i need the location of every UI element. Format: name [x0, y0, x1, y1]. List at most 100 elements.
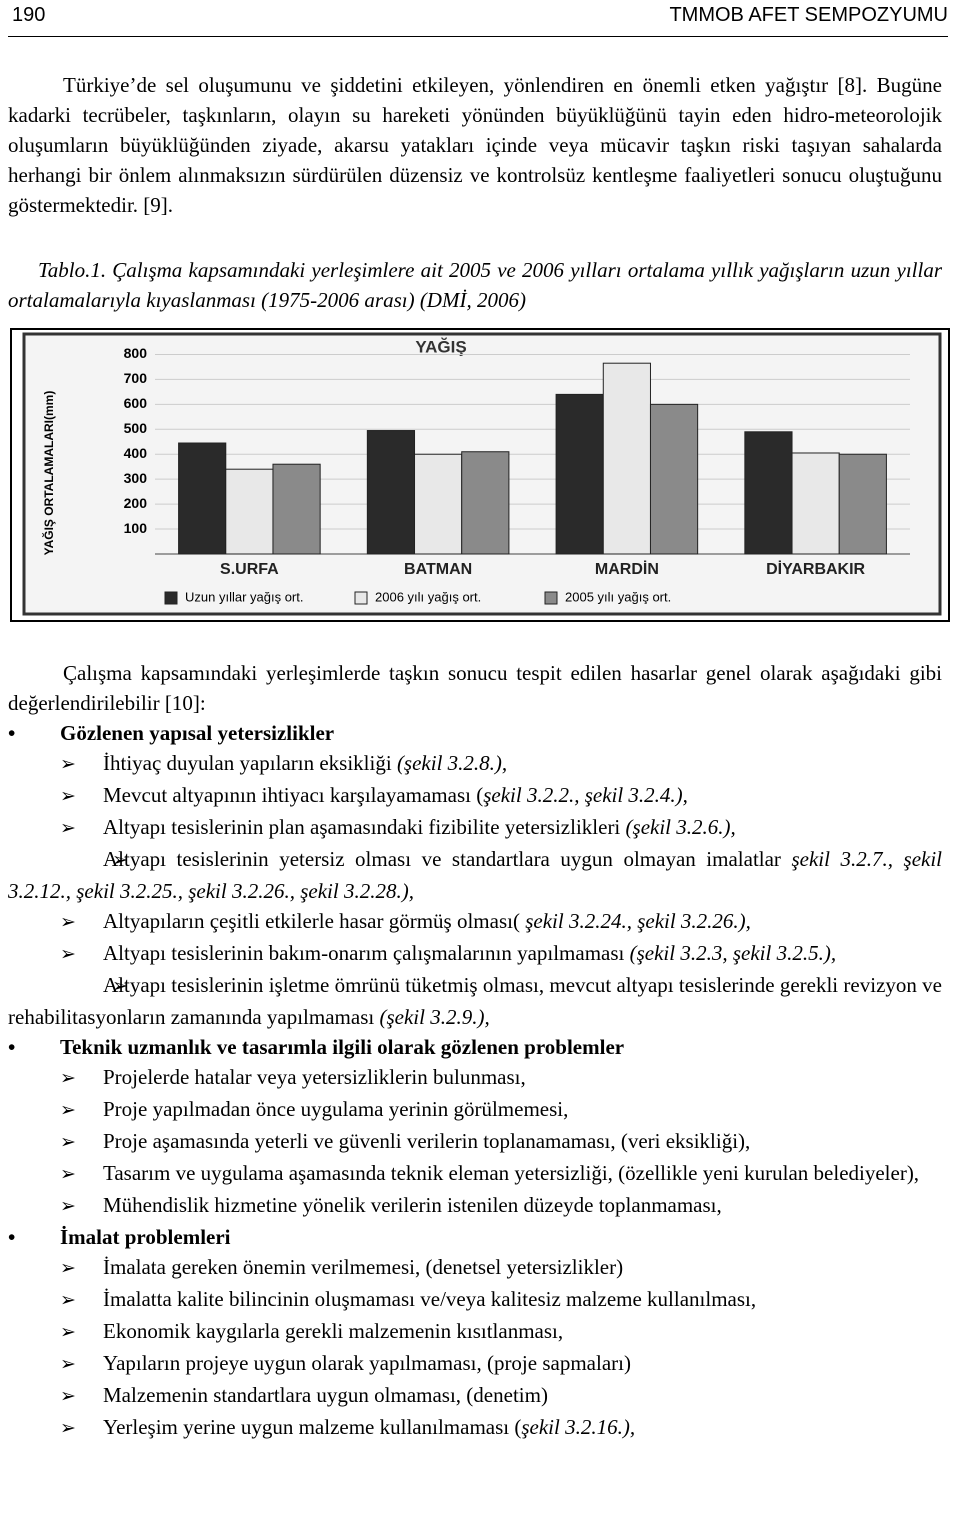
item-text: Proje yapılmadan önce uygulama yerinin g…	[103, 1097, 569, 1121]
section-heading: İmalat problemleri	[8, 1222, 942, 1252]
arrow-marker	[60, 973, 103, 997]
legend-label: 2006 yılı yağış ort.	[375, 589, 481, 604]
list-item: Altyapı tesislerinin bakım-onarım çalışm…	[8, 938, 942, 970]
item-text: Ekonomik kaygılarla gerekli malzemenin k…	[103, 1319, 564, 1343]
bar	[272, 463, 321, 555]
bar	[649, 403, 699, 555]
bar	[838, 453, 887, 555]
legend-swatch	[354, 591, 368, 605]
y-tick-label: 100	[124, 520, 148, 536]
section-heading: Teknik uzmanlık ve tasarımla ilgili olar…	[8, 1032, 942, 1062]
legend-swatch	[164, 591, 178, 605]
y-axis-label: YAĞIŞ ORTALAMALARI(mm)	[41, 391, 56, 556]
arrow-marker	[60, 1065, 103, 1089]
list-item: İhtiyaç duyulan yapıların eksikliği (şek…	[8, 748, 942, 780]
arrow-marker	[60, 815, 103, 839]
bar	[791, 452, 840, 555]
legend-swatch	[544, 591, 558, 605]
page-number: 190	[12, 4, 46, 26]
item-reference: (şekil 3.2.3, şekil 3.2.5.),	[629, 941, 837, 965]
bar	[225, 468, 274, 555]
item-reference: (şekil 3.2.8.),	[396, 751, 508, 775]
item-text: Altyapı tesislerinin plan aşamasındaki f…	[103, 815, 626, 839]
arrow-marker	[60, 1383, 103, 1407]
item-text: Projelerde hatalar veya yetersizliklerin…	[103, 1065, 526, 1089]
y-tick-label: 500	[124, 420, 148, 436]
item-reference: (şekil 3.2.6.),	[625, 815, 736, 839]
list-item: Altyapı tesislerinin yetersiz olması ve …	[8, 844, 942, 906]
y-tick-label: 800	[124, 345, 148, 361]
list-item: Malzemenin standartlara uygun olmaması, …	[8, 1380, 942, 1412]
section-heading: Gözlenen yapısal yetersizlikler	[8, 718, 942, 748]
paragraph: Türkiye’de sel oluşumunu ve şiddetini et…	[8, 73, 942, 217]
item-reference: şekil 3.2.24., şekil 3.2.26.),	[525, 909, 751, 933]
list-item: Ekonomik kaygılarla gerekli malzemenin k…	[8, 1316, 942, 1348]
y-tick-label: 700	[124, 370, 148, 386]
legend-label: 2005 yılı yağış ort.	[565, 589, 671, 604]
item-text: Mevcut altyapının ihtiyacı karşılayamama…	[103, 783, 484, 807]
item-text: Proje aşamasında yeterli ve güvenli veri…	[103, 1129, 751, 1153]
arrow-marker	[60, 941, 103, 965]
item-text: İhtiyaç duyulan yapıların eksikliği	[103, 751, 397, 775]
list-item: İmalatta kalite bilincinin oluşmaması ve…	[8, 1284, 942, 1316]
arrow-marker	[60, 1129, 103, 1153]
arrow-marker	[60, 1161, 103, 1185]
arrow-marker	[60, 847, 103, 871]
item-text: Mühendislik hizmetine yönelik verilerin …	[103, 1193, 722, 1217]
arrow-marker	[60, 1255, 103, 1279]
arrow-marker	[60, 1319, 103, 1343]
list-item: Tasarım ve uygulama aşamasında teknik el…	[8, 1158, 942, 1190]
list-item: Altyapıların çeşitli etkilerle hasar gör…	[8, 906, 942, 938]
arrow-marker	[60, 1193, 103, 1217]
list: Gözlenen yapısal yetersizliklerİhtiyaç d…	[8, 718, 942, 1444]
bar	[366, 430, 416, 555]
item-text: Altyapı tesislerinin yetersiz olması ve …	[103, 847, 792, 871]
item-text: İmalatta kalite bilincinin oluşmaması ve…	[103, 1287, 757, 1311]
bar	[461, 451, 510, 555]
x-tick-label: DİYARBAKIR	[766, 560, 865, 578]
list-item: Proje aşamasında yeterli ve güvenli veri…	[8, 1126, 942, 1158]
bar	[555, 393, 604, 555]
arrow-marker	[60, 909, 103, 933]
list-item: İmalata gereken önemin verilmemesi, (den…	[8, 1252, 942, 1284]
list-item: Projelerde hatalar veya yetersizliklerin…	[8, 1062, 942, 1094]
arrow-marker	[60, 1097, 103, 1121]
item-text: Yerleşim yerine uygun malzeme kullanılma…	[103, 1415, 522, 1439]
list-item: Altyapı tesislerinin plan aşamasındaki f…	[8, 812, 942, 844]
item-text: Altyapı tesislerinin işletme ömrünü tüke…	[8, 973, 942, 1029]
bar	[414, 453, 463, 555]
arrow-marker	[60, 1287, 103, 1311]
list-item: Yapıların projeye uygun olarak yapılmama…	[8, 1348, 942, 1380]
arrow-marker	[60, 783, 103, 807]
item-reference: şekil 3.2.2., şekil 3.2.4.),	[483, 783, 688, 807]
paragraph: Çalışma kapsamındaki yerleşimlerde taşkı…	[8, 661, 942, 715]
item-text: Malzemenin standartlara uygun olmaması, …	[103, 1383, 548, 1407]
page-header: 190 TMMOB AFET SEMPOZYUMU	[8, 0, 948, 37]
x-tick-label: BATMAN	[404, 561, 472, 578]
y-tick-label: 300	[124, 470, 148, 486]
bar	[744, 431, 793, 555]
item-reference: şekil 3.2.7., şekil 3.2.12., şekil 3.2.2…	[8, 847, 943, 903]
list-item: Altyapı tesislerinin işletme ömrünü tüke…	[8, 970, 942, 1032]
x-tick-label: MARDİN	[595, 560, 659, 578]
list-item: Mevcut altyapının ihtiyacı karşılayamama…	[8, 780, 942, 812]
item-text: Tasarım ve uygulama aşamasında teknik el…	[103, 1161, 920, 1185]
arrow-marker	[60, 1351, 103, 1375]
item-text: Yapıların projeye uygun olarak yapılmama…	[103, 1351, 631, 1375]
chart: YAĞIŞ YAĞIŞ ORTALAMALARI(mm) 100 200 300 40…	[10, 328, 950, 622]
chart-title: YAĞIŞ	[415, 337, 466, 356]
x-tick-label: S.URFA	[220, 561, 279, 578]
bar	[602, 362, 651, 555]
item-text: Altyapıların çeşitli etkilerle hasar gör…	[103, 909, 526, 933]
legend-label: Uzun yıllar yağış ort.	[185, 589, 304, 604]
y-tick-label: 600	[124, 395, 148, 411]
y-tick-label: 200	[124, 495, 148, 511]
item-reference: şekil 3.2.16.),	[521, 1415, 636, 1439]
item-text: Altyapı tesislerinin bakım-onarım çalışm…	[103, 941, 630, 965]
table-caption: Tablo.1. Çalışma kapsamındaki yerleşimle…	[8, 258, 942, 312]
list-item: Mühendislik hizmetine yönelik verilerin …	[8, 1190, 942, 1222]
item-reference: (şekil 3.2.9.),	[379, 1005, 490, 1029]
arrow-marker	[60, 751, 103, 775]
arrow-marker	[60, 1415, 103, 1439]
list-item: Yerleşim yerine uygun malzeme kullanılma…	[8, 1412, 942, 1444]
